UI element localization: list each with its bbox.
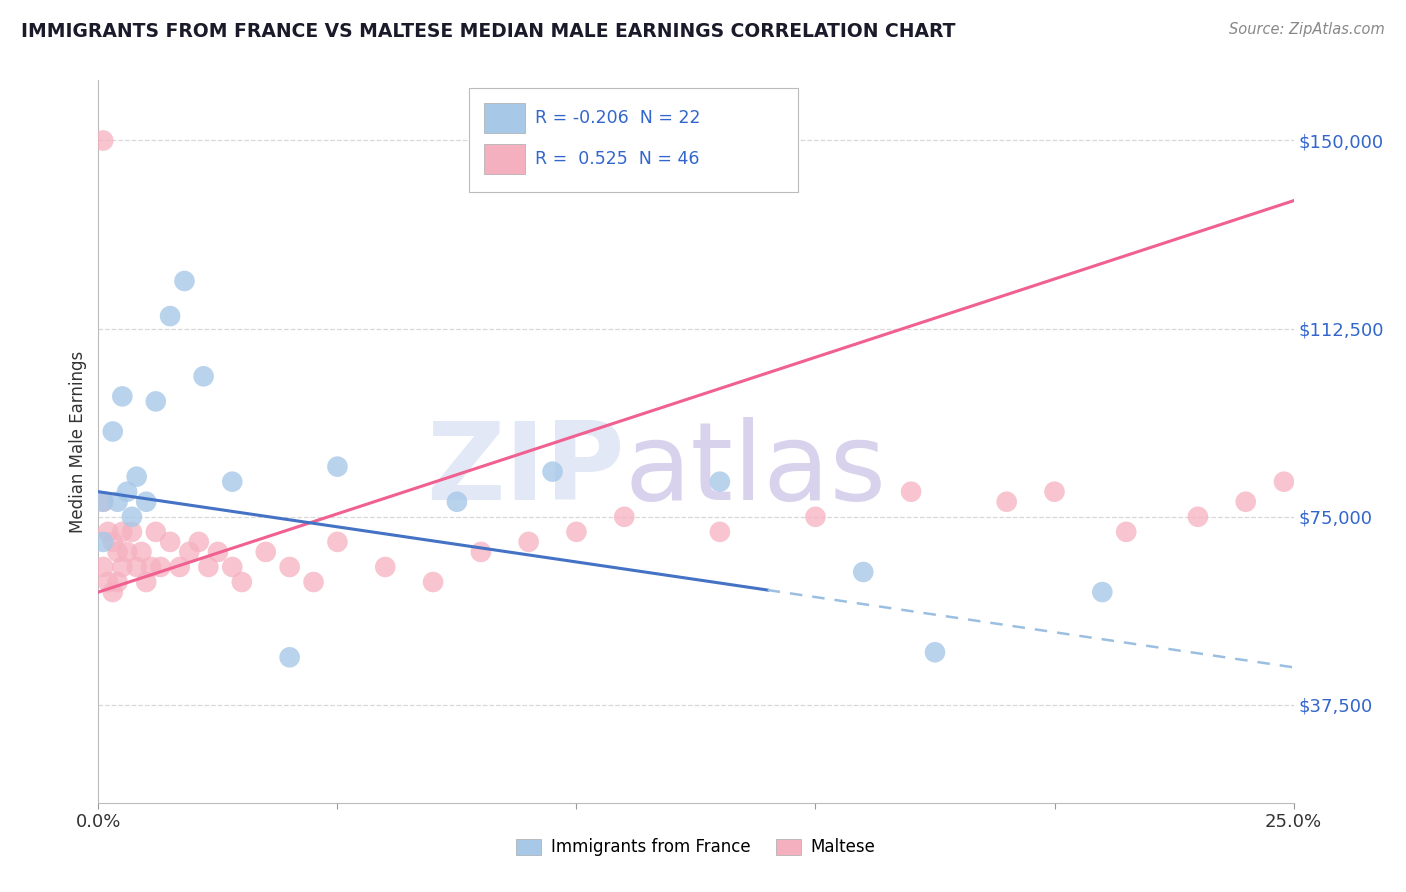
Point: [231, 574, 253, 589]
Point: [709, 524, 731, 539]
Point: [470, 545, 492, 559]
Point: [1043, 484, 1066, 499]
Point: [278, 650, 301, 665]
Legend: Immigrants from France, Maltese: Immigrants from France, Maltese: [509, 831, 883, 863]
Point: [302, 574, 325, 589]
Point: [145, 394, 167, 409]
Point: [1115, 524, 1137, 539]
Point: [179, 545, 201, 559]
Y-axis label: Median Male Earnings: Median Male Earnings: [69, 351, 87, 533]
Point: [565, 524, 588, 539]
Point: [91, 133, 114, 147]
Point: [145, 524, 167, 539]
Point: [326, 534, 349, 549]
Point: [139, 560, 162, 574]
Point: [125, 560, 148, 574]
Point: [1234, 494, 1257, 508]
Point: [1187, 509, 1209, 524]
Point: [852, 565, 875, 579]
Text: atlas: atlas: [624, 417, 886, 524]
Point: [541, 465, 564, 479]
Point: [1091, 585, 1114, 599]
FancyBboxPatch shape: [485, 144, 524, 174]
Text: IMMIGRANTS FROM FRANCE VS MALTESE MEDIAN MALE EARNINGS CORRELATION CHART: IMMIGRANTS FROM FRANCE VS MALTESE MEDIAN…: [21, 22, 956, 41]
Point: [159, 534, 181, 549]
FancyBboxPatch shape: [485, 103, 524, 133]
Point: [125, 469, 148, 483]
Point: [187, 534, 209, 549]
Point: [169, 560, 191, 574]
Point: [91, 560, 114, 574]
Point: [446, 494, 468, 508]
Text: R =  0.525  N = 46: R = 0.525 N = 46: [534, 150, 699, 168]
Point: [101, 534, 124, 549]
Point: [173, 274, 195, 288]
Point: [97, 524, 120, 539]
Point: [326, 459, 349, 474]
Point: [101, 585, 124, 599]
Point: [221, 560, 243, 574]
Point: [254, 545, 277, 559]
Text: ZIP: ZIP: [426, 417, 624, 524]
Point: [121, 524, 143, 539]
Point: [924, 645, 946, 659]
Point: [91, 494, 114, 508]
Point: [613, 509, 636, 524]
Point: [900, 484, 922, 499]
Point: [197, 560, 219, 574]
Point: [709, 475, 731, 489]
Point: [107, 494, 129, 508]
Point: [91, 534, 114, 549]
Point: [107, 545, 129, 559]
Point: [517, 534, 540, 549]
Point: [111, 389, 134, 403]
Point: [115, 545, 138, 559]
Point: [91, 494, 114, 508]
Point: [131, 545, 153, 559]
Point: [111, 524, 134, 539]
Point: [221, 475, 243, 489]
Point: [135, 494, 157, 508]
Point: [111, 560, 134, 574]
FancyBboxPatch shape: [470, 87, 797, 193]
Point: [135, 574, 157, 589]
Point: [193, 369, 215, 384]
Point: [995, 494, 1018, 508]
Point: [374, 560, 396, 574]
Point: [1272, 475, 1295, 489]
Point: [278, 560, 301, 574]
Point: [804, 509, 827, 524]
Point: [121, 509, 143, 524]
Point: [101, 425, 124, 439]
Point: [422, 574, 444, 589]
Point: [97, 574, 120, 589]
Point: [149, 560, 172, 574]
Point: [207, 545, 229, 559]
Text: Source: ZipAtlas.com: Source: ZipAtlas.com: [1229, 22, 1385, 37]
Point: [107, 574, 129, 589]
Point: [115, 484, 138, 499]
Point: [159, 309, 181, 323]
Text: R = -0.206  N = 22: R = -0.206 N = 22: [534, 109, 700, 127]
